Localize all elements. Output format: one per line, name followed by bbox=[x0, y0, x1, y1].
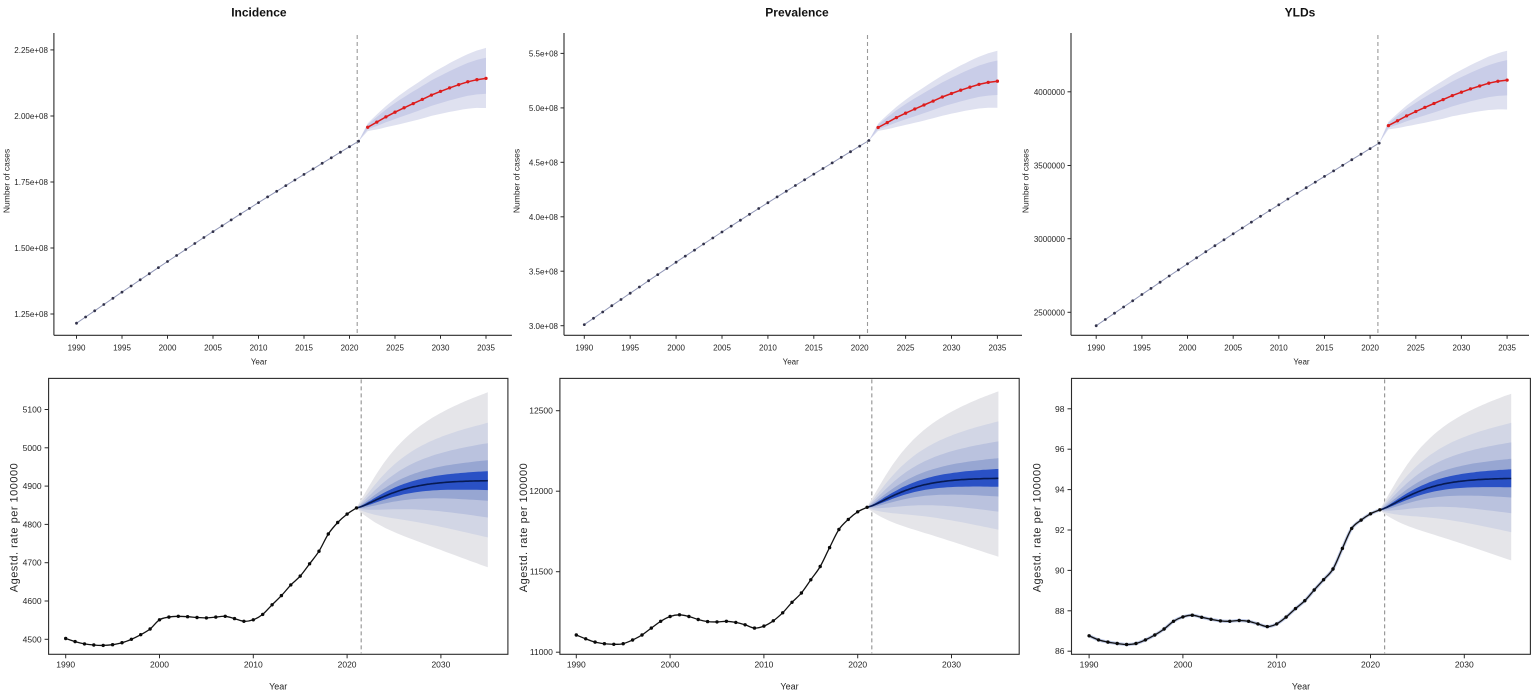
svg-text:Year: Year bbox=[1292, 682, 1310, 692]
svg-text:2030: 2030 bbox=[942, 660, 961, 670]
svg-text:1990: 1990 bbox=[1087, 344, 1105, 353]
svg-text:2000: 2000 bbox=[159, 344, 177, 353]
svg-text:2030: 2030 bbox=[431, 660, 450, 670]
svg-text:11500: 11500 bbox=[530, 567, 553, 577]
svg-text:Year: Year bbox=[1293, 358, 1310, 367]
svg-text:Number of cases: Number of cases bbox=[512, 149, 522, 213]
svg-text:2020: 2020 bbox=[851, 344, 869, 353]
svg-text:96: 96 bbox=[1055, 444, 1065, 454]
svg-text:2020: 2020 bbox=[1361, 344, 1379, 353]
svg-text:Agestd. rate per 100000: Agestd. rate per 100000 bbox=[9, 463, 21, 593]
svg-text:92: 92 bbox=[1055, 525, 1065, 535]
svg-text:4.0e+08: 4.0e+08 bbox=[529, 213, 559, 222]
svg-text:2000: 2000 bbox=[150, 660, 169, 670]
svg-text:94: 94 bbox=[1055, 485, 1065, 495]
svg-text:1995: 1995 bbox=[1133, 344, 1151, 353]
svg-text:2015: 2015 bbox=[295, 344, 313, 353]
svg-text:5000: 5000 bbox=[23, 443, 42, 453]
svg-text:4700: 4700 bbox=[23, 558, 42, 568]
svg-text:2010: 2010 bbox=[250, 344, 268, 353]
svg-text:YLDs: YLDs bbox=[1285, 6, 1316, 20]
svg-text:2025: 2025 bbox=[1407, 344, 1425, 353]
svg-text:4000000: 4000000 bbox=[1034, 88, 1066, 97]
svg-text:1990: 1990 bbox=[56, 660, 75, 670]
svg-text:2005: 2005 bbox=[1224, 344, 1242, 353]
svg-text:1.75e+08: 1.75e+08 bbox=[14, 178, 48, 187]
svg-text:2000: 2000 bbox=[661, 660, 680, 670]
svg-text:90: 90 bbox=[1055, 565, 1065, 575]
svg-text:Year: Year bbox=[251, 358, 268, 367]
svg-text:86: 86 bbox=[1055, 646, 1065, 656]
svg-text:3500000: 3500000 bbox=[1034, 162, 1066, 171]
svg-text:2020: 2020 bbox=[341, 344, 359, 353]
svg-text:2.25e+08: 2.25e+08 bbox=[14, 46, 48, 55]
svg-text:4800: 4800 bbox=[23, 519, 42, 529]
svg-text:2020: 2020 bbox=[338, 660, 357, 670]
svg-text:1995: 1995 bbox=[113, 344, 131, 353]
svg-text:4900: 4900 bbox=[23, 481, 42, 491]
svg-text:1990: 1990 bbox=[68, 344, 86, 353]
svg-text:3.5e+08: 3.5e+08 bbox=[529, 267, 559, 276]
svg-text:2010: 2010 bbox=[1270, 344, 1288, 353]
svg-text:2500000: 2500000 bbox=[1034, 309, 1066, 318]
svg-text:2005: 2005 bbox=[713, 344, 731, 353]
svg-text:2030: 2030 bbox=[432, 344, 450, 353]
svg-text:2030: 2030 bbox=[943, 344, 961, 353]
svg-text:5100: 5100 bbox=[23, 405, 42, 415]
svg-text:1.50e+08: 1.50e+08 bbox=[14, 244, 48, 253]
svg-text:1995: 1995 bbox=[621, 344, 639, 353]
svg-text:4.5e+08: 4.5e+08 bbox=[529, 159, 559, 168]
svg-text:Incidence: Incidence bbox=[231, 6, 287, 20]
svg-text:3.0e+08: 3.0e+08 bbox=[529, 322, 559, 331]
svg-text:2025: 2025 bbox=[897, 344, 915, 353]
svg-text:1.25e+08: 1.25e+08 bbox=[14, 310, 48, 319]
svg-text:Agestd. rate per 100000: Agestd. rate per 100000 bbox=[518, 463, 530, 593]
svg-text:5.0e+08: 5.0e+08 bbox=[529, 104, 559, 113]
svg-text:2035: 2035 bbox=[1498, 344, 1516, 353]
svg-text:88: 88 bbox=[1055, 606, 1065, 616]
svg-text:2010: 2010 bbox=[754, 660, 773, 670]
svg-text:Year: Year bbox=[780, 682, 798, 692]
svg-text:2020: 2020 bbox=[1361, 660, 1380, 670]
svg-text:2000: 2000 bbox=[1173, 660, 1192, 670]
svg-text:2020: 2020 bbox=[848, 660, 867, 670]
svg-text:12500: 12500 bbox=[529, 406, 553, 416]
svg-text:2000: 2000 bbox=[667, 344, 685, 353]
svg-text:4600: 4600 bbox=[23, 596, 42, 606]
svg-text:2015: 2015 bbox=[1316, 344, 1334, 353]
svg-text:3000000: 3000000 bbox=[1034, 235, 1066, 244]
svg-text:2010: 2010 bbox=[244, 660, 263, 670]
svg-text:12000: 12000 bbox=[529, 486, 553, 496]
svg-text:2035: 2035 bbox=[989, 344, 1007, 353]
svg-text:Agestd. rate per 100000: Agestd. rate per 100000 bbox=[1031, 463, 1043, 593]
svg-text:2005: 2005 bbox=[204, 344, 222, 353]
svg-text:2025: 2025 bbox=[386, 344, 404, 353]
svg-text:4500: 4500 bbox=[23, 634, 42, 644]
svg-text:98: 98 bbox=[1055, 404, 1065, 414]
svg-text:2030: 2030 bbox=[1453, 344, 1471, 353]
svg-text:1990: 1990 bbox=[1080, 660, 1099, 670]
svg-text:1990: 1990 bbox=[567, 660, 586, 670]
svg-text:2030: 2030 bbox=[1455, 660, 1474, 670]
svg-text:11000: 11000 bbox=[530, 647, 553, 657]
svg-text:2000: 2000 bbox=[1179, 344, 1197, 353]
svg-text:2.00e+08: 2.00e+08 bbox=[14, 112, 48, 121]
svg-text:Number of cases: Number of cases bbox=[1021, 149, 1031, 213]
svg-text:5.5e+08: 5.5e+08 bbox=[529, 50, 559, 59]
svg-text:Year: Year bbox=[269, 682, 287, 692]
svg-text:2010: 2010 bbox=[759, 344, 777, 353]
svg-text:Number of cases: Number of cases bbox=[2, 149, 12, 213]
svg-text:2015: 2015 bbox=[805, 344, 823, 353]
svg-text:1990: 1990 bbox=[575, 344, 593, 353]
svg-text:2010: 2010 bbox=[1267, 660, 1286, 670]
svg-text:Prevalence: Prevalence bbox=[765, 6, 829, 20]
svg-text:Year: Year bbox=[783, 358, 800, 367]
svg-text:2035: 2035 bbox=[477, 344, 495, 353]
